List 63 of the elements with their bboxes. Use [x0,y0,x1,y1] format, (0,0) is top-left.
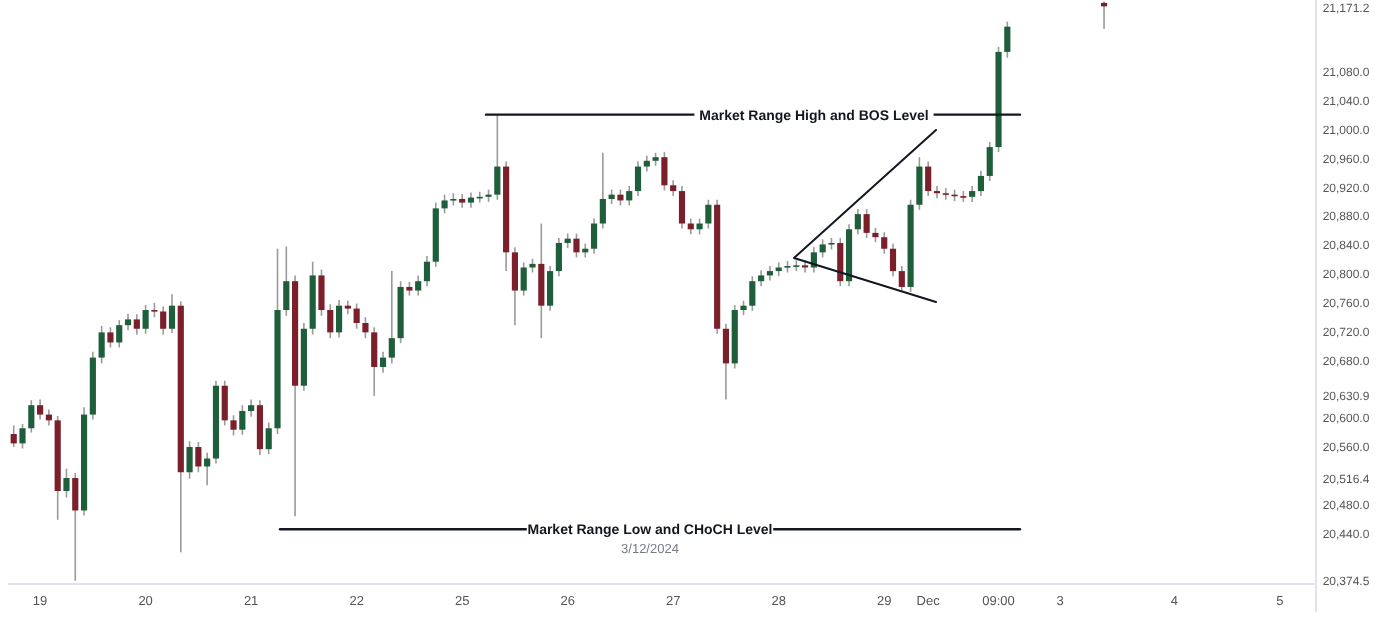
candlestick [186,440,193,480]
candlestick [388,270,395,365]
candlestick [221,379,228,427]
candlestick [63,467,70,499]
candlestick [925,160,932,197]
candlestick [599,152,606,230]
candlestick [555,237,562,277]
candlestick [749,275,756,312]
candlestick [898,265,905,292]
candlestick [142,304,149,335]
candlestick [1004,20,1011,59]
candlestick [10,424,17,448]
candlestick [327,303,334,339]
candlestick [415,274,422,297]
candlestick [239,404,246,436]
candlestick [854,208,861,236]
candlestick [230,414,237,437]
candlestick [283,245,290,317]
candlestick [72,472,79,582]
candlestick [318,268,325,317]
candlestick [986,141,993,182]
candlestick [722,322,730,401]
candlestick [335,299,343,339]
candlestick [590,217,598,255]
candlestick [344,299,351,316]
candlestick [802,259,809,274]
candlestick [494,113,501,201]
candlestick [538,222,545,339]
candlestick [863,208,870,239]
candlestick [116,319,123,349]
candlestick [573,232,580,259]
candlestick [881,231,888,255]
candlestick [256,399,263,456]
candlestick [195,441,202,474]
candlestick [28,399,35,434]
candlestick [837,237,844,288]
candlestick [423,255,431,288]
candlestick [916,156,923,211]
candlestick [634,160,642,197]
candlestick [889,242,897,277]
candlestick [379,351,387,374]
candlestick [705,198,712,230]
candlestick [441,193,448,215]
candlestick [520,261,527,297]
candlestick [942,187,949,201]
candlestick [626,185,633,207]
candlestick [459,193,466,209]
candlestick [678,185,686,230]
candlestick [98,325,105,365]
candlestick [661,151,668,192]
candlestick [133,313,140,336]
candlestick [19,423,26,450]
candlestick [547,265,554,312]
candlestick [977,170,985,197]
candlestick [37,398,44,421]
candlestick [168,293,176,334]
candlestick [353,302,360,330]
candlestick [107,326,114,349]
candlestick [265,421,272,456]
candlestick [511,246,518,326]
candlestick [933,185,941,200]
candlestick [362,316,369,339]
candlestick [371,326,378,397]
